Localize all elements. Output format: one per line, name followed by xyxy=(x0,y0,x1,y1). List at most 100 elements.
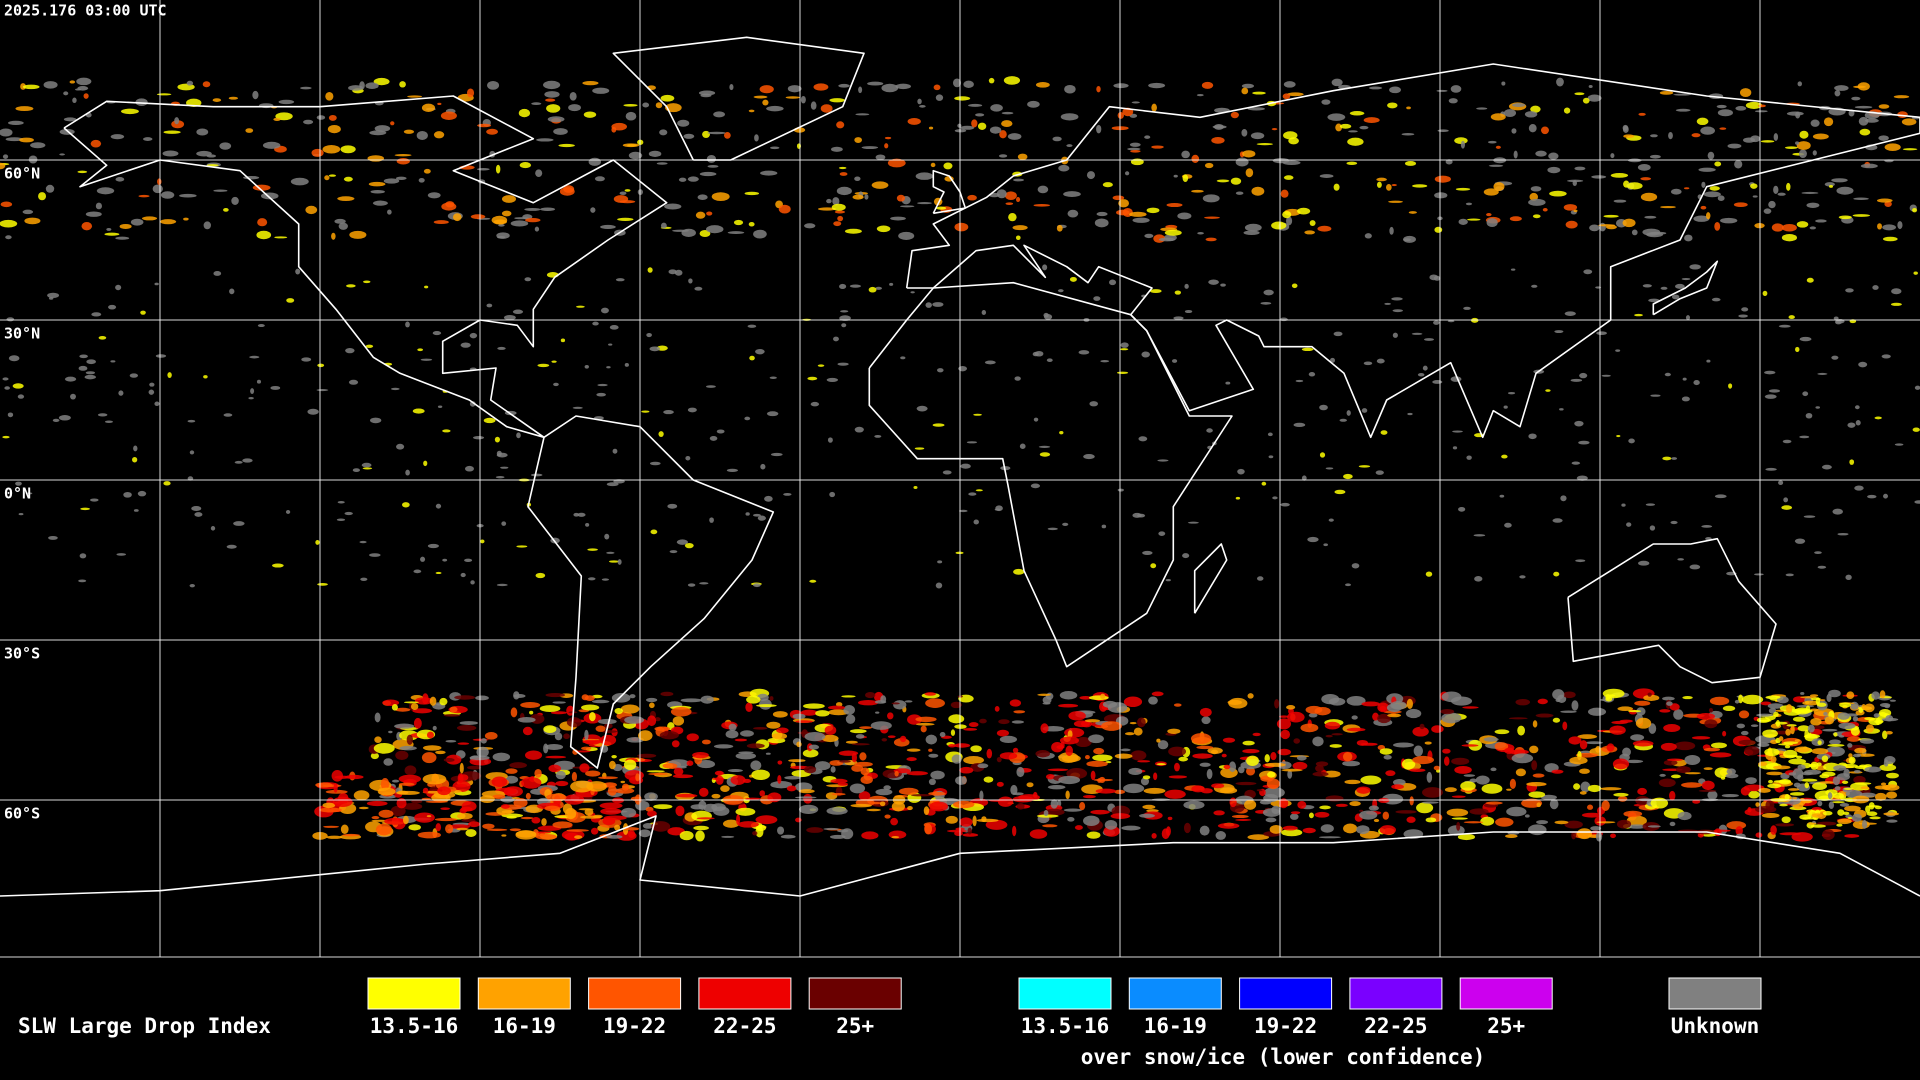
cloud-patch xyxy=(1609,725,1626,735)
cloud-patch xyxy=(1342,751,1353,762)
cloud-patch xyxy=(1659,773,1666,777)
coastline xyxy=(0,815,1920,897)
cloud-patch xyxy=(1684,754,1701,766)
timestamp: 2025.176 03:00 UTC xyxy=(4,2,167,20)
cloud-patch xyxy=(1877,223,1882,230)
cloud-patch xyxy=(2,154,9,159)
cloud-patch xyxy=(649,702,655,709)
cloud-patch xyxy=(1184,283,1189,289)
cloud-patch xyxy=(1628,710,1642,713)
cloud-patch xyxy=(274,236,288,239)
cloud-patch xyxy=(1161,828,1170,840)
cloud-patch xyxy=(1849,459,1855,465)
cloud-patch xyxy=(143,137,153,141)
cloud-patch xyxy=(1067,209,1079,218)
cloud-patch xyxy=(492,794,506,800)
cloud-patch xyxy=(369,553,381,557)
cloud-patch xyxy=(928,126,934,130)
cloud-patch xyxy=(951,754,962,764)
cloud-patch xyxy=(735,752,757,760)
cloud-patch xyxy=(572,406,583,409)
cloud-patch xyxy=(467,765,482,770)
cloud-patch xyxy=(1856,753,1875,757)
cloud-patch xyxy=(305,205,318,215)
cloud-patch xyxy=(1551,769,1564,774)
cloud-patch xyxy=(1650,394,1661,397)
cloud-patch xyxy=(644,792,658,801)
cloud-patch xyxy=(116,553,127,556)
cloud-patch xyxy=(1375,470,1384,475)
cloud-patch xyxy=(624,362,629,367)
cloud-patch xyxy=(849,729,867,734)
cloud-patch xyxy=(928,791,946,796)
legend: 13.5-16 16-19 19-22 22-25 25+ 13.5-16 16-19 19-… xyxy=(367,977,1762,1038)
cloud-patch xyxy=(638,829,651,838)
cloud-patch xyxy=(1082,794,1096,799)
cloud-patch xyxy=(135,98,148,106)
cloud-patch xyxy=(1280,502,1290,507)
cloud-patch xyxy=(1261,481,1267,486)
cloud-patch xyxy=(1827,792,1833,800)
cloud-patch xyxy=(494,436,500,443)
cloud-patch xyxy=(1626,522,1632,527)
cloud-patch xyxy=(545,693,566,698)
cloud-patch xyxy=(1433,765,1441,771)
cloud-patch xyxy=(1469,808,1489,815)
cloud-patch xyxy=(1617,796,1628,802)
cloud-patch xyxy=(686,760,694,766)
cloud-patch xyxy=(547,116,565,123)
cloud-patch xyxy=(1093,296,1101,301)
cloud-patch xyxy=(133,509,139,512)
cloud-patch xyxy=(1650,797,1669,809)
cloud-patch xyxy=(1364,233,1372,239)
cloud-patch xyxy=(383,178,400,184)
cloud-patch xyxy=(248,397,254,400)
cloud-patch xyxy=(1758,761,1768,767)
cloud-patch xyxy=(317,363,325,368)
cloud-patch xyxy=(250,388,255,394)
cloud-patch xyxy=(566,829,589,832)
cloud-patch xyxy=(608,343,613,346)
cloud-patch xyxy=(1382,811,1390,820)
cloud-patch xyxy=(677,119,690,127)
cloud-patch xyxy=(396,158,410,165)
cloud-patch xyxy=(1885,772,1899,779)
cloud-patch xyxy=(1486,212,1492,217)
cloud-patch xyxy=(1659,90,1674,95)
cloud-patch xyxy=(189,583,195,588)
cloud-patch xyxy=(1199,707,1212,717)
cloud-patch xyxy=(406,734,413,745)
cloud-patch xyxy=(1392,309,1404,313)
cloud-patch xyxy=(1263,289,1274,296)
cloud-patch xyxy=(975,489,983,492)
cloud-patch xyxy=(1841,780,1849,784)
cloud-patch xyxy=(1528,433,1537,440)
cloud-patch xyxy=(1767,783,1782,789)
cloud-patch xyxy=(1837,809,1845,816)
cloud-patch xyxy=(1148,82,1166,89)
cloud-patch xyxy=(520,816,534,820)
cloud-patch xyxy=(1301,347,1314,352)
cloud-patch xyxy=(1542,207,1548,212)
legend-label: 25+ xyxy=(836,1014,874,1038)
legend-label: 19-22 xyxy=(1254,1014,1317,1038)
cloud-patch xyxy=(935,206,947,210)
cloud-patch xyxy=(611,755,617,759)
cloud-patch xyxy=(496,232,510,239)
cloud-patch xyxy=(1560,495,1567,502)
cloud-patch xyxy=(998,719,1010,725)
cloud-patch xyxy=(795,817,802,823)
cloud-patch xyxy=(814,761,831,771)
cloud-patch xyxy=(836,186,852,196)
cloud-patch xyxy=(1217,822,1240,829)
cloud-patch xyxy=(63,117,77,122)
cloud-patch xyxy=(1658,778,1676,788)
cloud-patch xyxy=(1809,226,1817,230)
cloud-patch xyxy=(1137,717,1146,728)
cloud-patch xyxy=(827,437,833,443)
cloud-patch xyxy=(1795,346,1800,353)
cloud-patch xyxy=(623,104,638,107)
cloud-patch xyxy=(1878,104,1890,109)
cloud-patch xyxy=(466,88,475,98)
cloud-patch xyxy=(1405,708,1422,719)
